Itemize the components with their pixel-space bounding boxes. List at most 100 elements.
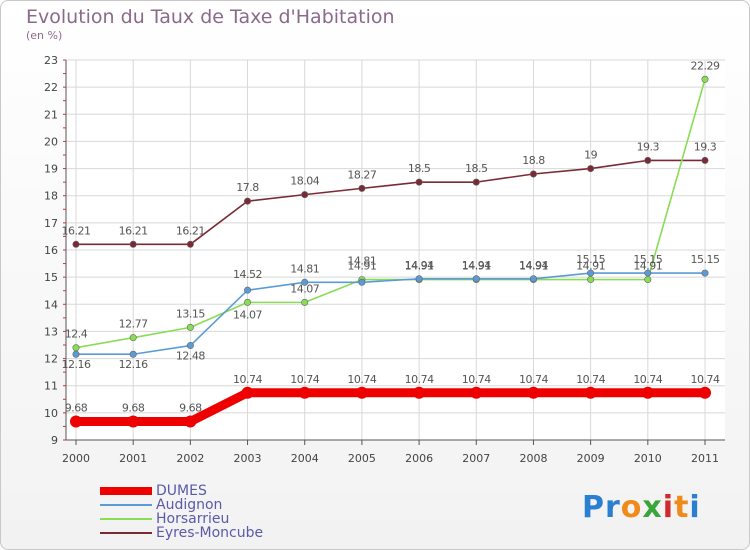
- data-point: [472, 275, 480, 283]
- data-point: [587, 269, 595, 277]
- x-tick-label: 2003: [234, 452, 262, 465]
- data-label: 15.15: [576, 253, 605, 266]
- data-label: 14.52: [233, 268, 262, 281]
- y-tick-label: 20: [44, 135, 58, 148]
- data-label: 14.91: [405, 260, 434, 273]
- y-tick-label: 11: [44, 380, 58, 393]
- y-tick-label: 19: [44, 163, 58, 176]
- data-label: 19.3: [637, 140, 660, 153]
- data-label: 12.16: [62, 358, 91, 371]
- legend-item: Eyres-Moncube: [100, 525, 264, 541]
- data-label: 12.77: [119, 318, 148, 331]
- data-label: 10.74: [347, 373, 376, 386]
- logo-letter: r: [605, 490, 621, 525]
- legend: DUMES Audignon Horsarrieu Eyres-Moncube: [100, 483, 264, 541]
- logo-letter: x: [642, 490, 663, 525]
- data-point: [587, 276, 595, 284]
- legend-swatch: [100, 487, 152, 495]
- logo-letter: i: [662, 490, 675, 525]
- y-tick-label: 15: [44, 271, 58, 284]
- x-tick-label: 2006: [405, 452, 433, 465]
- series-line-horsarrieu: [75, 79, 706, 349]
- data-label: 9.68: [65, 402, 88, 415]
- data-point: [527, 386, 540, 399]
- data-point: [529, 275, 537, 283]
- y-tick-label: 10: [44, 407, 58, 420]
- data-label: 14.94: [462, 259, 491, 272]
- data-label: 16.21: [176, 224, 205, 237]
- data-point: [301, 191, 309, 199]
- x-tick-label: 2002: [176, 452, 204, 465]
- legend-swatch: [100, 518, 152, 520]
- logo-letter: t: [674, 490, 690, 525]
- data-label: 18.5: [465, 162, 488, 175]
- data-label: 15.15: [633, 253, 662, 266]
- data-label: 15.15: [691, 253, 720, 266]
- data-point: [129, 240, 137, 248]
- legend-label: DUMES: [156, 483, 207, 499]
- y-tick-label: 23: [44, 54, 58, 67]
- data-label: 17.8: [236, 181, 259, 194]
- x-tick-label: 2007: [462, 452, 490, 465]
- x-tick-label: 2005: [348, 452, 376, 465]
- data-point: [186, 342, 194, 350]
- data-label: 14.81: [290, 262, 319, 275]
- data-label: 18.8: [522, 154, 545, 167]
- y-tick-label: 17: [44, 217, 58, 230]
- data-label: 18.04: [290, 175, 319, 188]
- logo-letter: i: [689, 490, 701, 525]
- data-label: 18.5: [408, 162, 431, 175]
- y-tick-label: 13: [44, 325, 58, 338]
- data-point: [186, 240, 194, 248]
- x-tick-label: 2001: [119, 452, 147, 465]
- legend-item: Audignon: [100, 497, 263, 513]
- legend-swatch: [100, 532, 152, 534]
- data-point: [127, 415, 140, 428]
- data-point: [72, 350, 80, 358]
- x-tick-label: 2000: [62, 452, 90, 465]
- data-point: [72, 240, 80, 248]
- data-point: [529, 170, 537, 178]
- data-label: 14.91: [347, 260, 376, 273]
- data-label: 13.15: [176, 307, 205, 320]
- x-tick-label: 2008: [519, 452, 547, 465]
- series-line-dumes: [76, 388, 705, 427]
- data-label: 9.68: [179, 402, 202, 415]
- data-label: 16.21: [62, 224, 91, 237]
- data-label: 10.74: [519, 373, 548, 386]
- data-point: [241, 386, 254, 399]
- data-label: 12.16: [119, 358, 148, 371]
- y-tick-label: 16: [44, 244, 58, 257]
- data-point: [301, 278, 309, 286]
- data-point: [129, 334, 137, 342]
- y-tick-label: 21: [44, 108, 58, 121]
- y-tick-label: 18: [44, 190, 58, 203]
- data-label: 12.4: [65, 328, 88, 341]
- series-line-eyres-moncube: [76, 159, 705, 246]
- data-label: 14.91: [576, 260, 605, 273]
- chart-title: Evolution du Taux de Taxe d'Habitation: [26, 6, 395, 28]
- legend-label: Eyres-Moncube: [156, 525, 264, 541]
- chart-subtitle: (en %): [26, 29, 63, 42]
- data-label: 10.74: [633, 373, 662, 386]
- legend-item: Horsarrieu: [100, 511, 263, 527]
- data-label: 10.74: [290, 373, 319, 386]
- data-point: [70, 415, 82, 428]
- data-label: 16.21: [119, 224, 148, 237]
- data-point: [355, 386, 368, 399]
- data-label: 10.74: [691, 373, 720, 386]
- data-point: [358, 278, 366, 286]
- legend-label: Audignon: [156, 497, 223, 513]
- logo-letter: P: [582, 490, 605, 525]
- data-point: [186, 323, 194, 331]
- data-point: [358, 184, 366, 192]
- data-point: [244, 286, 252, 294]
- x-tick-label: 2011: [691, 452, 719, 465]
- x-tick-label: 2004: [291, 452, 319, 465]
- data-point: [701, 156, 709, 164]
- x-tick-label: 2009: [577, 452, 605, 465]
- data-label: 14.91: [633, 260, 662, 273]
- data-point: [470, 386, 483, 399]
- data-label: 12.48: [176, 350, 205, 363]
